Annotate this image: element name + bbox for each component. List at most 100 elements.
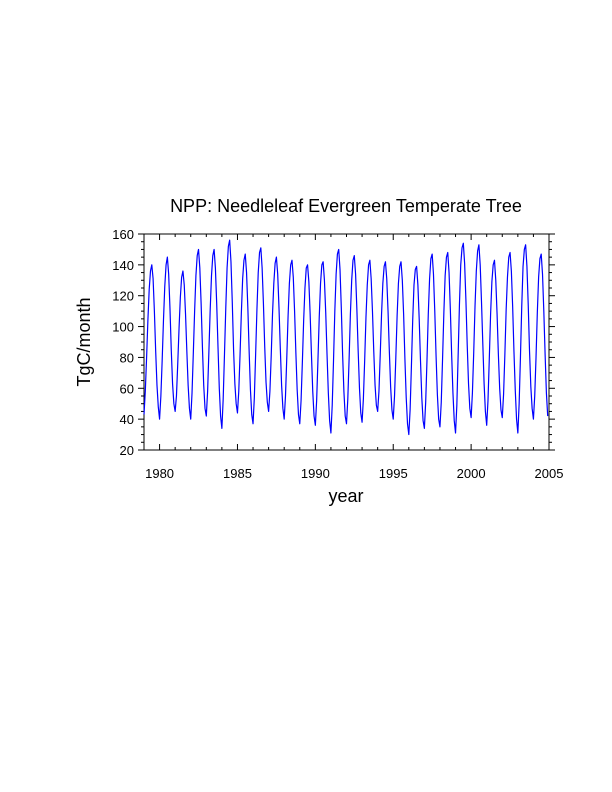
data-point: [484, 383, 485, 384]
x-axis-label: year: [328, 486, 363, 506]
data-point: [229, 240, 230, 241]
data-point: [299, 423, 300, 424]
data-point: [390, 386, 391, 387]
data-point: [455, 432, 456, 433]
data-point: [371, 278, 372, 279]
data-point: [190, 419, 191, 420]
data-point: [373, 351, 374, 352]
data-point: [412, 320, 413, 321]
data-point: [367, 284, 368, 285]
x-tick-label: 1995: [379, 466, 408, 481]
data-point: [429, 278, 430, 279]
y-tick-labels: 20 40 60 80 100 120 140 160: [112, 227, 134, 458]
data-point: [476, 270, 477, 271]
data-point: [228, 246, 229, 247]
data-point: [500, 409, 501, 410]
data-point: [329, 420, 330, 421]
data-point: [260, 247, 261, 248]
data-point: [160, 395, 161, 396]
data-point: [359, 388, 360, 389]
data-point: [294, 311, 295, 312]
data-point: [437, 394, 438, 395]
data-point: [445, 275, 446, 276]
data-point: [391, 409, 392, 410]
data-point: [493, 264, 494, 265]
data-point: [281, 385, 282, 386]
data-point: [526, 266, 527, 267]
data-point: [207, 391, 208, 392]
data-point: [346, 423, 347, 424]
data-point: [225, 307, 226, 308]
data-point: [338, 249, 339, 250]
data-point: [426, 360, 427, 361]
data-point: [382, 283, 383, 284]
data-point: [351, 280, 352, 281]
data-point: [267, 402, 268, 403]
data-point: [169, 307, 170, 308]
data-point: [350, 314, 351, 315]
data-point: [502, 417, 503, 418]
data-point: [509, 252, 510, 253]
data-point: [376, 405, 377, 406]
data-point: [251, 414, 252, 415]
data-point: [365, 317, 366, 318]
data-point: [277, 274, 278, 275]
data-point: [520, 357, 521, 358]
data-point: [503, 394, 504, 395]
data-point: [356, 309, 357, 310]
data-point: [384, 266, 385, 267]
data-point: [448, 272, 449, 273]
data-point: [347, 398, 348, 399]
data-point: [394, 395, 395, 396]
data-point: [195, 275, 196, 276]
data-point: [162, 360, 163, 361]
data-point: [317, 360, 318, 361]
data-point: [219, 388, 220, 389]
data-point: [415, 269, 416, 270]
data-point: [237, 412, 238, 413]
data-point: [178, 328, 179, 329]
data-point: [143, 414, 144, 415]
data-point: [481, 301, 482, 302]
data-point: [529, 351, 530, 352]
data-point: [443, 312, 444, 313]
data-point: [230, 261, 231, 262]
data-point: [156, 385, 157, 386]
y-axis-label: TgC/month: [74, 297, 94, 386]
data-point: [487, 400, 488, 401]
data-point: [349, 358, 350, 359]
data-point: [389, 351, 390, 352]
data-point: [202, 346, 203, 347]
data-point: [182, 270, 183, 271]
data-point: [438, 419, 439, 420]
data-point: [246, 272, 247, 273]
data-point: [539, 258, 540, 259]
data-point: [521, 306, 522, 307]
data-point: [430, 258, 431, 259]
data-point: [354, 255, 355, 256]
data-point: [152, 278, 153, 279]
data-point: [496, 314, 497, 315]
data-point: [377, 411, 378, 412]
data-point: [337, 253, 338, 254]
data-point: [291, 260, 292, 261]
data-point: [212, 255, 213, 256]
x-tick-label: 1985: [223, 466, 252, 481]
data-point: [290, 264, 291, 265]
data-point: [306, 267, 307, 268]
data-point: [204, 408, 205, 409]
data-point: [482, 343, 483, 344]
data-point: [542, 274, 543, 275]
data-point: [411, 366, 412, 367]
data-point: [494, 260, 495, 261]
data-point: [524, 249, 525, 250]
data-point: [547, 415, 548, 416]
x-tick-labels: 1980 1985 1990 1995 2000 2005: [145, 466, 563, 481]
data-point: [341, 307, 342, 308]
data-point: [316, 400, 317, 401]
data-point: [498, 354, 499, 355]
data-point: [308, 281, 309, 282]
data-point: [403, 314, 404, 315]
data-point: [343, 391, 344, 392]
